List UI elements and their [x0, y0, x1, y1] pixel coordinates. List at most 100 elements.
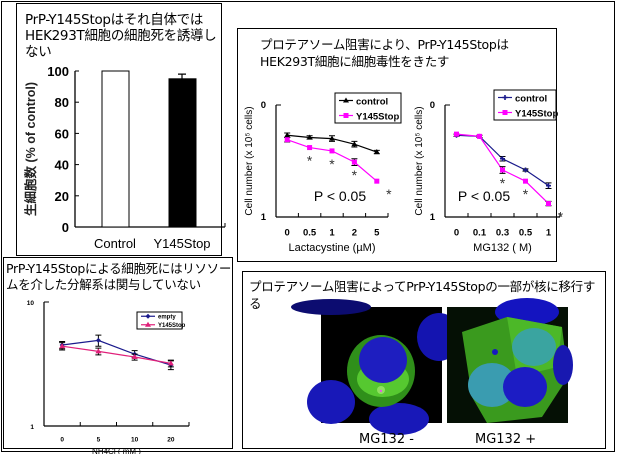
x-tick-label: Control: [94, 236, 136, 251]
x-tick-label: 0: [285, 228, 290, 239]
legend-label: control: [356, 96, 388, 107]
bar-control: [101, 70, 130, 228]
y-tick-label: 1: [30, 424, 34, 431]
data-point-control: [284, 132, 291, 138]
data-point-control: [500, 156, 505, 162]
x-tick-label: 0.3: [496, 228, 509, 239]
y-tick-label: 0: [62, 220, 69, 235]
panel-localization: プロテアソーム阻害によってPrP-Y145Stopの一部が核に移行する MG13…: [242, 271, 606, 449]
data-point-empty: [95, 337, 101, 343]
significance-asterisk: *: [352, 167, 358, 183]
y-axis-label: 生細胞数 (% of control): [23, 82, 38, 216]
p-value-annotation: P < 0.05: [314, 188, 367, 204]
data-point-y145stop: [546, 201, 551, 207]
panel-lysosome: PrP-Y145Stopによる細胞死にはリソソームを介した分解系は関与していない…: [3, 257, 233, 454]
x-tick-label: 20: [167, 437, 175, 444]
panel-proteasome: プロテアソーム阻害により、PrP-Y145StopはHEK293T細胞に細胞毒性…: [237, 28, 564, 262]
y-tick-label: 1: [430, 212, 436, 223]
legend-label: Y145Stop: [158, 323, 186, 329]
data-point-y145stop: [95, 348, 102, 354]
y-tick-label: 60: [55, 126, 69, 141]
y-tick-label: 80: [55, 95, 69, 110]
legend-marker: [145, 313, 151, 319]
data-point-y145stop: [167, 360, 174, 366]
x-tick-label: 0: [60, 437, 64, 444]
mg132-line-chart: 0 1 0 0.1 0.3 0.5 1 MG132 ( M) Cell number (x 10…: [414, 89, 564, 254]
data-point-y145stop: [307, 145, 313, 151]
x-tick-label: 10: [131, 437, 139, 444]
y-axis-label: Cell number (x 10⁵ cells): [414, 106, 425, 215]
significance-asterisk: *: [523, 186, 529, 202]
lactacystine-line-chart: 0 1 0 0.5 1 2 5 Lactacystine (µM) Cell number (x…: [244, 92, 402, 254]
x-axis-label: Lactacystine (µM): [288, 242, 375, 254]
data-point-y145stop: [477, 133, 482, 139]
x-tick-label: Y145Stop: [153, 236, 210, 251]
panel-title: プロテアソーム阻害によってPrP-Y145Stopの一部が核に移行する: [249, 279, 596, 311]
x-tick-label: 0.5: [519, 228, 533, 239]
data-point-y145stop: [374, 178, 380, 184]
image-caption: MG132 -: [359, 432, 414, 447]
significance-asterisk: *: [386, 186, 392, 202]
legend-marker: [343, 113, 349, 118]
legend-label: empty: [158, 314, 176, 320]
x-tick-label: 5: [97, 437, 101, 444]
legend-label: Y145Stop: [515, 108, 558, 119]
x-axis-label: NH4Cl ( mM ): [92, 447, 141, 454]
significance-asterisk: *: [307, 153, 313, 169]
y-tick-label: 40: [55, 158, 69, 173]
data-point-y145stop: [59, 343, 66, 349]
panel-title: PrP-Y145Stopはそれ自体ではHEK293T細胞の細胞死を誘導しない: [25, 12, 217, 60]
data-point-y145stop: [454, 131, 459, 137]
data-point-control: [373, 149, 380, 155]
panel-title: PrP-Y145Stopによる細胞死にはリソソームを介した分解系は関与していない: [6, 261, 232, 292]
x-tick-label: 0: [454, 228, 459, 239]
microscopy-image-mg132-minus: [291, 299, 461, 435]
y-tick-label: 10: [27, 300, 35, 307]
y-tick-label: 20: [55, 189, 69, 204]
nh4cl-line-chart: 1 10 0 5 10 20 NH4Cl ( mM ) empty Y145Stop: [27, 300, 190, 454]
significance-asterisk: *: [329, 156, 335, 172]
data-point-y145stop: [500, 167, 505, 173]
y-tick-label: 1: [261, 212, 267, 223]
legend-marker: [502, 95, 508, 100]
x-tick-label: 1: [329, 228, 335, 239]
data-point-control: [351, 141, 358, 147]
p-value-annotation: P < 0.05: [458, 188, 511, 204]
x-tick-label: 0.1: [473, 228, 487, 239]
series-line-y145stop: [62, 345, 171, 364]
image-caption: MG132 +: [475, 432, 537, 447]
error-bar: [178, 73, 186, 79]
x-tick-label: 1: [546, 228, 552, 239]
data-point-y145stop: [284, 137, 290, 143]
x-tick-label: 5: [374, 228, 380, 239]
bar-y145stop: [168, 78, 197, 228]
data-point-control: [546, 183, 551, 189]
panel-viability: PrP-Y145Stopはそれ自体ではHEK293T細胞の細胞死を誘導しない 0…: [16, 3, 226, 256]
y-axis-label: Cell number (x 10⁵ cells): [244, 106, 255, 215]
viability-bar-chart: 0 20 40 60 80 100 Control Y145Stop 生細胞数 (% of co…: [23, 64, 226, 251]
x-tick-label: 2: [352, 228, 357, 239]
y-tick-label: 0: [261, 100, 266, 111]
y-tick-label: 100: [47, 64, 69, 79]
data-point-y145stop: [351, 159, 357, 165]
series-line-empty: [62, 339, 172, 366]
legend-marker: [145, 321, 151, 327]
data-point-control: [306, 134, 313, 140]
legend-marker: [343, 97, 349, 103]
significance-asterisk: *: [558, 209, 564, 225]
significance-asterisk: *: [500, 175, 506, 191]
legend-label: Y145Stop: [356, 111, 399, 122]
panel-title: プロテアソーム阻害により、PrP-Y145StopはHEK293T細胞に細胞毒性…: [260, 37, 509, 69]
x-tick-label: 0.5: [303, 228, 317, 239]
y-tick-label: 0: [430, 100, 435, 111]
data-point-y145stop: [131, 354, 138, 360]
legend-label: control: [515, 93, 547, 104]
x-axis-label: MG132 ( M): [473, 242, 532, 254]
microscopy-image-mg132-plus: [447, 298, 573, 423]
data-point-control: [329, 135, 335, 141]
data-point-y145stop: [329, 148, 335, 154]
data-point-control: [523, 167, 528, 173]
data-point-y145stop: [523, 178, 528, 184]
legend-marker: [502, 110, 508, 115]
